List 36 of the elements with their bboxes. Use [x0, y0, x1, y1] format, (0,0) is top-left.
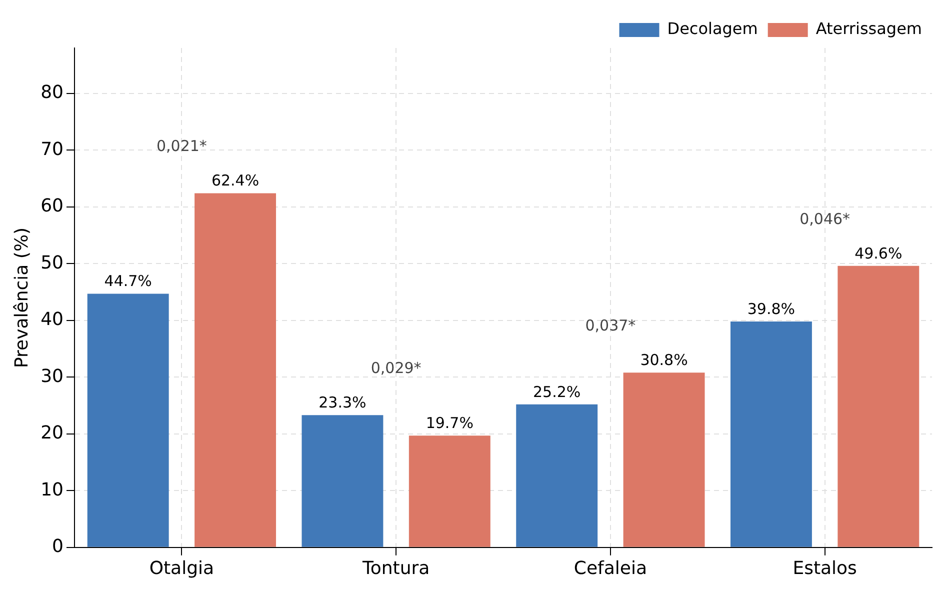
data-label: 49.6% [854, 244, 902, 262]
x-tick-label: Estalos [792, 558, 857, 579]
annotation: 0,021* [156, 137, 208, 156]
bar [730, 322, 812, 547]
y-tick-label: 70 [40, 138, 64, 160]
data-label: 39.8% [747, 300, 796, 318]
data-label: 19.7% [426, 414, 474, 432]
x-tick-label: Otalgia [149, 558, 214, 579]
y-tick-label: 40 [40, 309, 64, 330]
data-label: 62.4% [211, 172, 260, 190]
y-tick-label: 20 [40, 422, 64, 444]
bar [408, 436, 490, 547]
bar [623, 372, 705, 547]
data-label: 25.2% [533, 382, 581, 401]
data-label: 23.3% [318, 394, 366, 412]
data-label: 44.7% [104, 272, 152, 290]
x-tick-label: Cefaleia [574, 558, 647, 579]
y-tick-label: 50 [40, 252, 64, 274]
data-label: 30.8% [640, 351, 688, 369]
annotation: 0,029* [370, 359, 422, 378]
bar [516, 404, 598, 547]
y-tick-label: 30 [40, 366, 64, 387]
annotation: 0,037* [585, 316, 636, 334]
bar [87, 294, 169, 547]
y-axis-title: Prevalência (%) [11, 227, 32, 368]
annotation: 0,046* [800, 210, 851, 228]
y-tick-label: 10 [40, 479, 64, 500]
y-tick-label: 0 [52, 536, 64, 558]
bar [838, 266, 920, 547]
bar [302, 415, 384, 547]
legend-label: Decolagem [667, 19, 758, 38]
y-tick-label: 80 [40, 82, 64, 104]
legend-label: Aterrissagem [816, 19, 922, 38]
x-tick-label: Tontura [361, 558, 430, 579]
y-tick-label: 60 [40, 196, 64, 217]
bar [194, 193, 276, 547]
